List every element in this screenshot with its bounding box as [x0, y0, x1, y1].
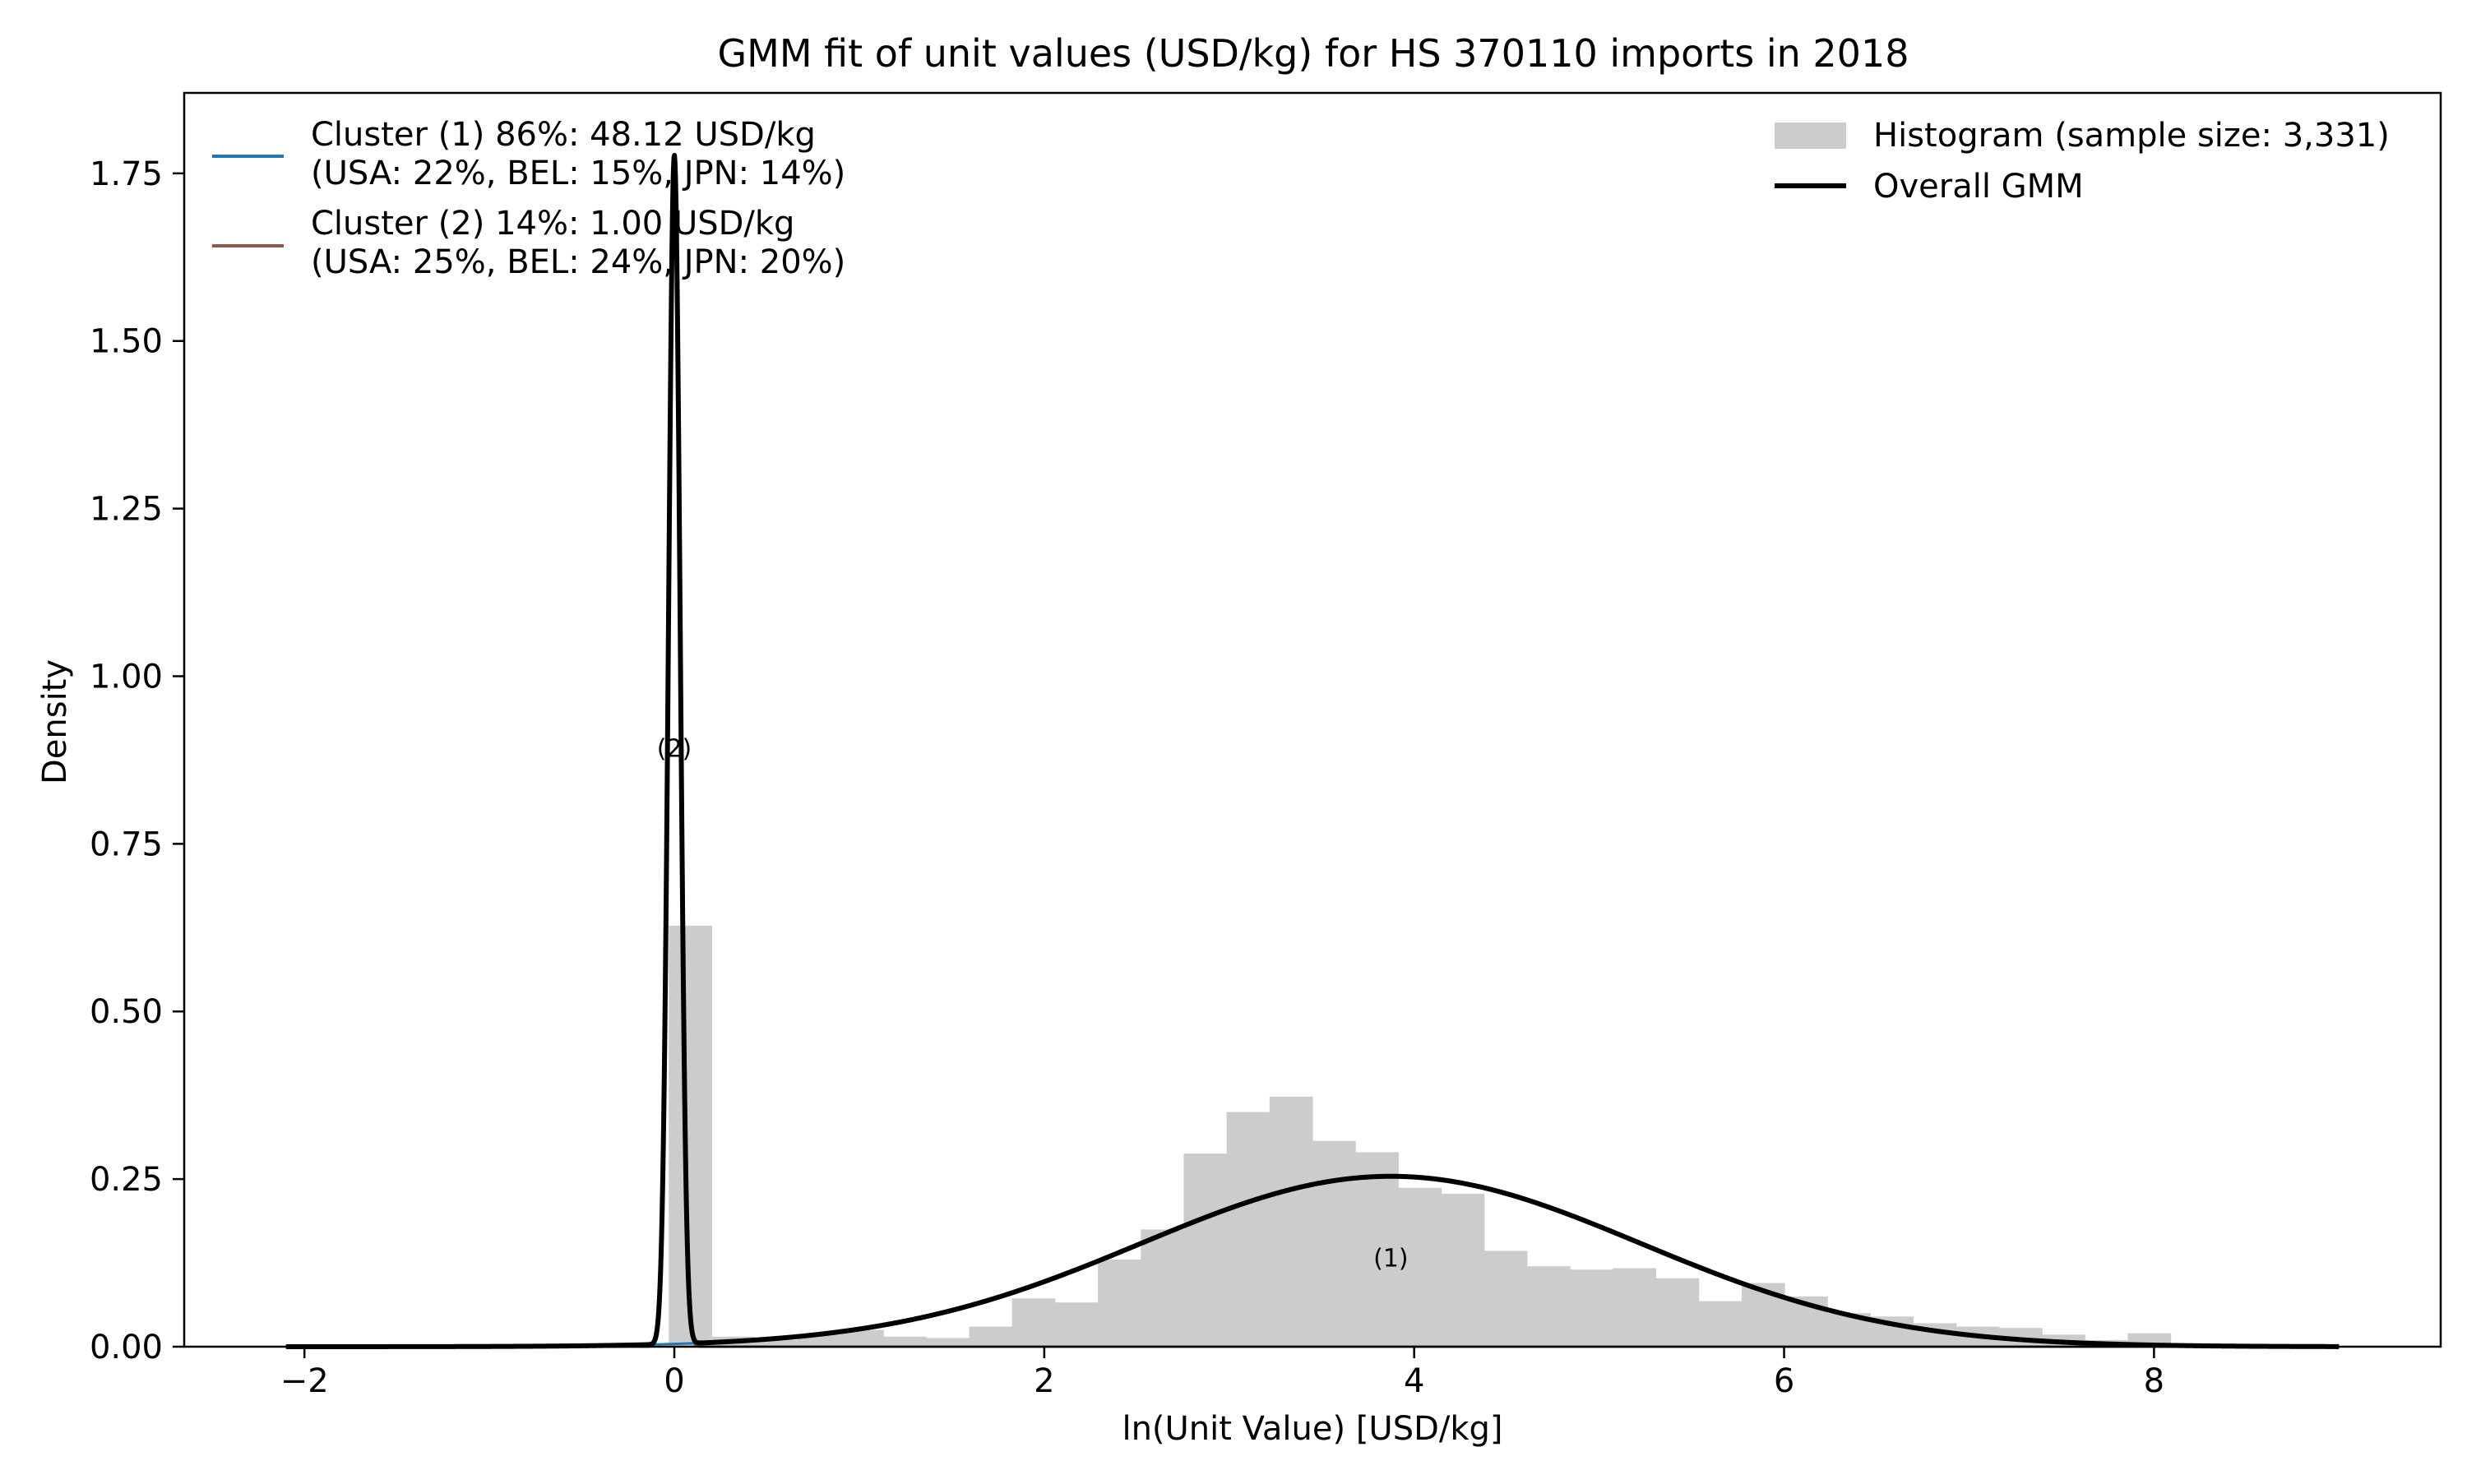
histogram-bar — [1054, 1302, 1099, 1347]
legend-overall: Histogram (sample size: 3,331) Overall G… — [1775, 117, 2390, 206]
histogram-bar — [1483, 1251, 1528, 1347]
histogram-bar — [1269, 1096, 1313, 1347]
y-tick-label: 0.25 — [90, 1161, 163, 1199]
y-tick-label: 0.50 — [90, 993, 163, 1031]
histogram-bar — [754, 1339, 798, 1347]
histogram-bar — [840, 1329, 884, 1347]
y-axis-ticks: 0.00 0.25 0.50 0.75 1.00 1.25 1.50 1.75 — [90, 155, 184, 1366]
x-tick-label: 0 — [664, 1362, 684, 1400]
histogram-bar — [1226, 1112, 1271, 1347]
legend-label-histogram: Histogram (sample size: 3,331) — [1873, 117, 2390, 155]
legend-label-cluster-1-countries: (USA: 22%, BEL: 15%, JPN: 14%) — [311, 155, 845, 192]
histogram-bars — [669, 925, 2172, 1347]
histogram-bar — [1312, 1140, 1356, 1347]
legend-label-overall-gmm: Overall GMM — [1873, 168, 2084, 206]
y-tick-label: 1.25 — [90, 491, 163, 529]
histogram-bar — [1655, 1278, 1700, 1347]
histogram-bar — [969, 1326, 1013, 1347]
cluster-label-1: (1) — [1373, 1244, 1409, 1273]
legend-clusters: Cluster (1) 86%: 48.12 USD/kg (USA: 22%,… — [212, 116, 845, 281]
histogram-bar — [1570, 1269, 1613, 1347]
y-tick-label: 0.00 — [90, 1329, 163, 1366]
x-tick-label: 4 — [1404, 1362, 1424, 1400]
histogram-bar — [1398, 1187, 1442, 1347]
histogram-bar — [1526, 1266, 1571, 1347]
histogram-bar — [1098, 1259, 1141, 1347]
x-tick-label: 8 — [2144, 1362, 2164, 1400]
x-axis-label: ln(Unit Value) [USD/kg] — [1122, 1410, 1502, 1448]
overall-gmm-line — [284, 152, 2341, 1349]
histogram-bar — [883, 1336, 927, 1347]
cluster-labels: (1) (2) — [657, 735, 1409, 1274]
histogram-bar — [1698, 1301, 1743, 1347]
histogram-bar — [1613, 1268, 1657, 1347]
x-tick-label: 6 — [1774, 1362, 1794, 1400]
y-axis-label: Density — [36, 659, 74, 784]
chart-title: GMM fit of unit values (USD/kg) for HS 3… — [718, 31, 1909, 76]
legend-label-cluster-1: Cluster (1) 86%: 48.12 USD/kg — [311, 116, 816, 154]
x-tick-label: 2 — [1034, 1362, 1054, 1400]
cluster-label-2: (2) — [657, 735, 692, 764]
y-tick-label: 1.75 — [90, 155, 163, 193]
histogram-bar — [1355, 1152, 1399, 1347]
legend-label-cluster-2: Cluster (2) 14%: 1.00 USD/kg — [311, 205, 794, 243]
y-tick-label: 0.75 — [90, 825, 163, 863]
x-axis-ticks: −2 0 2 4 6 8 — [280, 1347, 2164, 1400]
legend-label-cluster-2-countries: (USA: 25%, BEL: 24%, JPN: 20%) — [311, 243, 845, 281]
histogram-bar — [926, 1338, 970, 1347]
histogram-bar — [1441, 1194, 1485, 1347]
legend-swatch-histogram — [1775, 123, 1846, 149]
histogram-bar — [1183, 1153, 1228, 1347]
y-tick-label: 1.00 — [90, 658, 163, 696]
histogram-bar — [1011, 1298, 1056, 1347]
x-tick-label: −2 — [280, 1362, 329, 1400]
axes-frame — [183, 91, 2442, 1348]
y-tick-label: 1.50 — [90, 323, 163, 361]
histogram-bar — [1141, 1229, 1185, 1347]
